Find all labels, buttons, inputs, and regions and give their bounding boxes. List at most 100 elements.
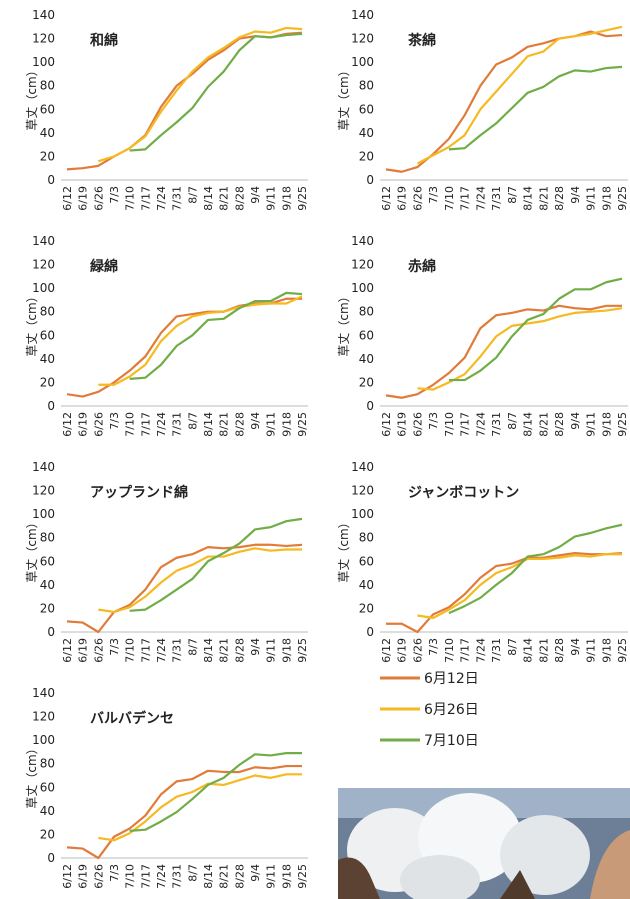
x-tick-label: 9/18: [280, 412, 293, 437]
x-tick-label: 8/7: [506, 412, 519, 430]
x-tick-label: 6/19: [396, 412, 409, 437]
x-tick-label: 7/31: [171, 638, 184, 663]
y-tick-label: 60: [40, 554, 55, 568]
x-tick-label: 7/17: [459, 638, 472, 663]
x-tick-label: 7/3: [108, 864, 121, 882]
y-tick-label: 140: [351, 8, 374, 22]
y-tick-label: 40: [40, 126, 55, 140]
y-tick-label: 100: [32, 281, 55, 295]
x-tick-label: 9/18: [280, 186, 293, 211]
x-tick-label: 7/10: [124, 186, 137, 211]
x-tick-label: 9/25: [616, 638, 629, 663]
x-tick-label: 7/10: [443, 638, 456, 663]
x-tick-label: 7/3: [108, 412, 121, 430]
y-tick-label: 140: [32, 234, 55, 248]
y-tick-label: 60: [359, 102, 374, 116]
y-tick-label: 120: [32, 484, 55, 498]
x-tick-label: 6/12: [61, 186, 74, 211]
x-tick-label: 6/12: [61, 864, 74, 889]
x-tick-label: 7/17: [459, 186, 472, 211]
x-tick-label: 8/28: [233, 638, 246, 663]
x-tick-label: 7/10: [124, 864, 137, 889]
chart-title: ジャンボコットン: [408, 485, 519, 501]
y-tick-label: 0: [47, 399, 55, 413]
x-tick-label: 8/7: [186, 638, 199, 656]
series-line: [129, 291, 303, 380]
x-tick-label: 8/21: [218, 864, 231, 889]
chart-title: 茶綿: [407, 32, 436, 49]
x-tick-label: 9/25: [616, 186, 629, 211]
x-tick-label: 6/26: [411, 412, 424, 437]
x-tick-label: 6/26: [92, 864, 105, 889]
x-tick-label: 7/3: [108, 186, 121, 204]
x-tick-label: 9/18: [280, 638, 293, 663]
y-tick-label: 40: [359, 578, 374, 592]
legend-label: 6月12日: [424, 671, 479, 687]
x-tick-label: 9/4: [249, 186, 262, 204]
y-tick-label: 100: [351, 55, 374, 69]
series-line: [98, 547, 302, 614]
x-tick-label: 6/26: [92, 638, 105, 663]
y-tick-label: 140: [351, 234, 374, 248]
y-tick-label: 0: [366, 625, 374, 639]
y-axis-label: 草丈（cm）: [337, 516, 351, 582]
x-tick-label: 8/21: [218, 186, 231, 211]
y-tick-label: 60: [359, 554, 374, 568]
chart-title: バルバデンセ: [90, 710, 174, 727]
x-tick-label: 8/14: [202, 412, 215, 437]
x-tick-label: 8/21: [537, 638, 550, 663]
series-line: [386, 551, 623, 634]
x-tick-label: 8/7: [506, 186, 519, 204]
y-tick-label: 0: [366, 399, 374, 413]
x-tick-label: 7/24: [474, 186, 487, 211]
series-line: [98, 295, 303, 386]
x-tick-label: 8/7: [186, 186, 199, 204]
chart-title: アップランド綿: [90, 484, 188, 501]
x-tick-label: 9/18: [600, 412, 613, 437]
x-tick-label: 7/31: [171, 412, 184, 437]
series-line: [416, 25, 623, 165]
series-line: [385, 304, 622, 399]
x-tick-label: 7/24: [155, 412, 168, 437]
x-tick-label: 6/12: [380, 186, 393, 211]
y-tick-label: 20: [359, 601, 374, 615]
y-tick-label: 80: [359, 531, 374, 545]
series-line: [129, 32, 303, 152]
x-tick-label: 9/25: [296, 412, 309, 437]
legend-label: 6月26日: [424, 702, 479, 718]
x-tick-label: 7/24: [155, 186, 168, 211]
x-tick-label: 9/11: [265, 186, 278, 211]
y-axis-label: 草丈（cm）: [337, 290, 351, 356]
y-tick-label: 40: [40, 352, 55, 366]
x-tick-label: 9/18: [280, 864, 293, 889]
x-tick-label: 8/21: [537, 412, 550, 437]
series-line: [129, 517, 303, 612]
y-tick-label: 20: [359, 375, 374, 389]
y-tick-label: 100: [351, 281, 374, 295]
series-line: [448, 277, 623, 382]
x-tick-label: 7/10: [124, 638, 137, 663]
x-tick-label: 7/3: [427, 638, 440, 656]
x-tick-label: 7/10: [443, 412, 456, 437]
y-axis-label: 草丈（cm）: [25, 516, 39, 582]
x-tick-label: 6/19: [77, 638, 90, 663]
x-tick-label: 8/14: [202, 638, 215, 663]
x-tick-label: 6/12: [380, 412, 393, 437]
y-tick-label: 40: [40, 578, 55, 592]
x-tick-label: 7/17: [139, 412, 152, 437]
y-tick-label: 100: [351, 507, 374, 521]
x-tick-label: 7/24: [155, 864, 168, 889]
x-tick-label: 8/14: [522, 638, 535, 663]
series-line: [66, 297, 302, 398]
x-tick-label: 6/12: [380, 638, 393, 663]
legend-label: 7月10日: [424, 733, 479, 749]
x-tick-label: 7/31: [171, 186, 184, 211]
x-tick-label: 9/25: [296, 186, 309, 211]
x-tick-label: 8/14: [522, 412, 535, 437]
y-tick-label: 20: [40, 149, 55, 163]
y-tick-label: 20: [40, 375, 55, 389]
x-tick-label: 9/4: [569, 638, 582, 656]
x-tick-label: 7/24: [474, 412, 487, 437]
series-line: [66, 764, 302, 860]
